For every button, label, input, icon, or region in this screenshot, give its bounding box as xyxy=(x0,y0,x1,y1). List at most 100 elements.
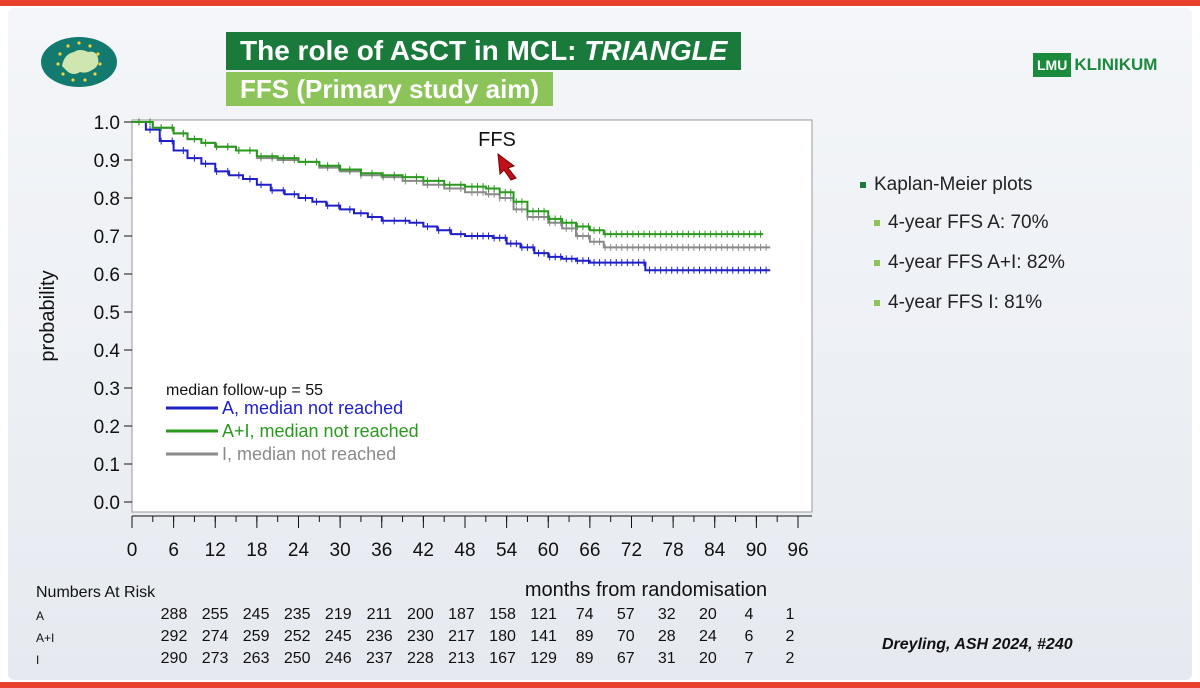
risk-cell: 273 xyxy=(201,650,229,667)
sidebar-item: 4-year FFS A+I: 82% xyxy=(874,250,1110,276)
risk-cell: 255 xyxy=(201,606,229,623)
censor-marks xyxy=(138,118,762,238)
slide-title: The role of ASCT in MCL: TRIANGLE xyxy=(226,32,742,70)
risk-cell: 236 xyxy=(365,628,393,645)
y-tick-label: 0.9 xyxy=(94,151,120,172)
x-axis: 0 6 12 18 24 30 36 42 48 54 60 66 72 78 84 90 96 xyxy=(127,515,812,561)
top-accent-bar xyxy=(0,0,1200,6)
x-tick-label: 48 xyxy=(454,540,475,561)
legend-label: A, median not reached xyxy=(222,398,403,418)
y-tick-label: 0.1 xyxy=(94,455,120,476)
risk-cell: 217 xyxy=(448,628,475,645)
y-tick-label: 0.5 xyxy=(94,303,120,324)
european-map-logo-icon xyxy=(41,37,117,87)
risk-cell: 245 xyxy=(242,606,270,623)
x-tick-label: 54 xyxy=(496,540,518,561)
risk-cell: 213 xyxy=(448,650,475,667)
risk-cell: 4 xyxy=(744,606,754,623)
risk-cell: 245 xyxy=(324,628,352,645)
risk-cell: 180 xyxy=(489,628,516,645)
y-axis: 0.0 0.1 0.2 0.3 0.4 0.5 0.6 0.7 0.8 0.9 1.0 xyxy=(94,113,132,514)
slide-subtitle: FFS (Primary study aim) xyxy=(226,72,554,106)
series-line xyxy=(132,121,771,272)
risk-cell: 246 xyxy=(324,650,352,667)
risk-cell: 252 xyxy=(283,628,311,645)
risk-cell: 219 xyxy=(324,606,352,623)
risk-cell: 129 xyxy=(530,650,557,667)
risk-cell: 1 xyxy=(785,606,795,623)
risk-cell: 28 xyxy=(657,628,676,645)
y-tick-label: 0.4 xyxy=(94,341,121,362)
risk-cell: 230 xyxy=(407,628,434,645)
censor-marks xyxy=(138,118,767,274)
risk-cell: 274 xyxy=(201,628,229,645)
x-tick-label: 18 xyxy=(246,540,267,561)
sidebar-item: 4-year FFS A: 70% xyxy=(874,210,1110,236)
y-tick-label: 0.3 xyxy=(94,379,120,400)
klinikum-wordmark: KLINIKUM xyxy=(1074,55,1158,74)
legend-label: A+I, median not reached xyxy=(222,421,419,441)
risk-cell: 57 xyxy=(616,606,635,623)
risk-cell: 89 xyxy=(575,628,594,645)
sidebar-heading: Kaplan-Meier plots xyxy=(860,174,1110,196)
y-tick-label: 0.8 xyxy=(94,189,120,210)
risk-cell: 237 xyxy=(365,650,393,667)
risk-cell: 263 xyxy=(242,650,270,667)
x-tick-label: 90 xyxy=(746,540,767,561)
risk-cell: 200 xyxy=(407,606,434,623)
square-bullet-icon xyxy=(874,220,880,226)
risk-cell: 67 xyxy=(616,650,635,667)
risk-cell: 20 xyxy=(698,606,717,623)
risk-cell: 235 xyxy=(283,606,311,623)
risk-row-label: A+I xyxy=(36,631,55,645)
x-tick-label: 42 xyxy=(413,540,434,561)
x-tick-label: 12 xyxy=(205,540,226,561)
risk-cell: 228 xyxy=(407,650,434,667)
x-tick-label: 36 xyxy=(371,540,392,561)
risk-cell: 121 xyxy=(530,606,557,623)
x-tick-label: 78 xyxy=(663,540,684,561)
risk-row-label: I xyxy=(36,653,40,667)
risk-cell: 31 xyxy=(657,650,676,667)
x-tick-label: 96 xyxy=(787,540,808,561)
risk-cell: 288 xyxy=(160,606,188,623)
risk-cell: 7 xyxy=(744,650,754,667)
x-tick-label: 72 xyxy=(621,540,642,561)
x-tick-label: 6 xyxy=(168,540,179,561)
legend-header: median follow-up = 55 xyxy=(166,382,323,399)
risk-cell: 6 xyxy=(744,628,754,645)
x-tick-label: 24 xyxy=(288,540,310,561)
lmu-klinikum-logo: LMU KLINIKUM xyxy=(1033,52,1157,78)
series-layer xyxy=(132,118,771,274)
y-tick-label: 0.6 xyxy=(94,265,120,286)
y-tick-label: 0.2 xyxy=(94,417,120,438)
risk-cell: 187 xyxy=(448,606,475,623)
risk-row-label: A xyxy=(36,609,45,623)
y-tick-label: 1.0 xyxy=(94,113,120,134)
risk-cell: 292 xyxy=(160,628,188,645)
risk-cell: 250 xyxy=(283,650,311,667)
risk-cell: 211 xyxy=(366,606,393,623)
risk-cell: 2 xyxy=(785,628,795,645)
risk-cell: 74 xyxy=(575,606,594,623)
risk-cell: 259 xyxy=(242,628,270,645)
bottom-accent-bar xyxy=(0,682,1200,688)
risk-cell: 89 xyxy=(575,650,594,667)
risk-cell: 158 xyxy=(489,606,516,623)
lmu-badge: LMU xyxy=(1033,53,1072,77)
y-tick-label: 0.0 xyxy=(94,493,120,514)
risk-cell: 167 xyxy=(489,650,516,667)
x-tick-label: 60 xyxy=(538,540,559,561)
x-tick-label: 66 xyxy=(579,540,600,561)
key-results-panel: Kaplan-Meier plots 4-year FFS A: 70% 4-y… xyxy=(860,174,1110,330)
x-axis-label: months from randomisation xyxy=(525,579,767,601)
x-tick-label: 84 xyxy=(704,540,726,561)
legend-label: I, median not reached xyxy=(222,444,396,464)
risk-cell: 20 xyxy=(698,650,717,667)
risk-cell: 70 xyxy=(616,628,635,645)
risk-cell: 32 xyxy=(657,606,676,623)
square-bullet-icon xyxy=(874,260,880,266)
risk-cell: 141 xyxy=(530,628,557,645)
y-tick-label: 0.7 xyxy=(94,227,120,248)
